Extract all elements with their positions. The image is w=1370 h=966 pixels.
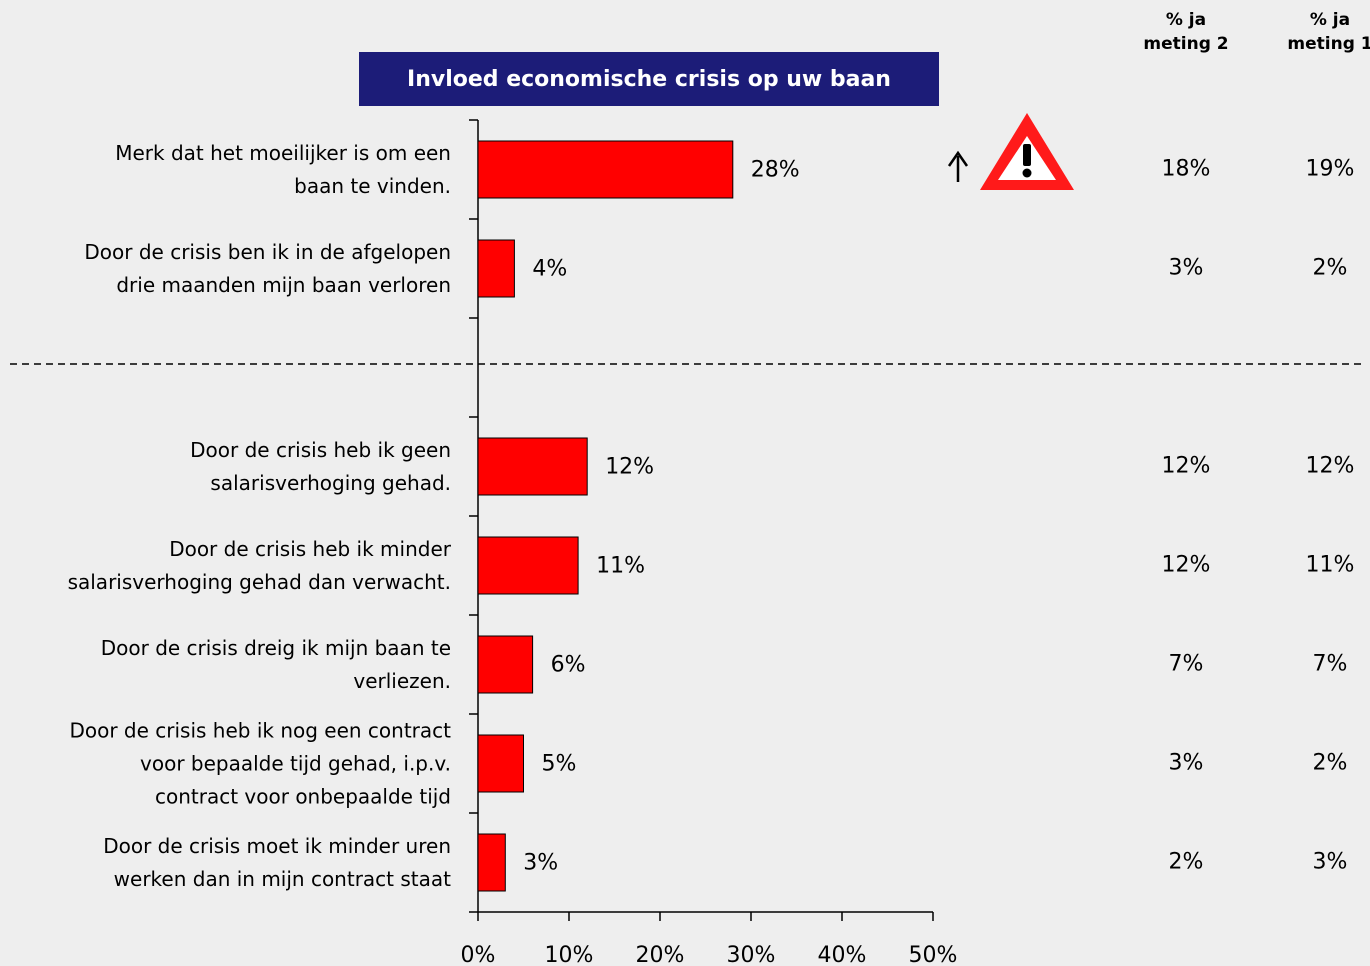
column-value: 2% — [1313, 751, 1348, 776]
warning-icon — [980, 113, 1074, 190]
bar — [477, 833, 506, 892]
bar — [477, 635, 534, 694]
value-label: 5% — [542, 752, 577, 777]
column-header: % ja meting 1 — [1287, 10, 1370, 54]
bar — [477, 536, 579, 595]
category-label: Door de crisis dreig ik mijn baan te ver… — [100, 635, 451, 693]
column-value: 11% — [1306, 553, 1355, 578]
category-label: Door de crisis moet ik minder uren werke… — [103, 833, 451, 891]
column-value: 7% — [1313, 652, 1348, 677]
column-value: 2% — [1169, 850, 1204, 875]
category-label: Door de crisis heb ik nog een contract v… — [69, 718, 451, 808]
category-label: Door de crisis ben ik in de afgelopen dr… — [84, 239, 451, 297]
x-tick-label: 30% — [727, 943, 776, 966]
column-value: 19% — [1306, 157, 1355, 182]
bar — [477, 239, 515, 298]
x-tick-label: 50% — [909, 943, 958, 966]
column-value: 18% — [1162, 157, 1211, 182]
x-tick-label: 40% — [818, 943, 867, 966]
column-value: 3% — [1169, 751, 1204, 776]
chart-title: Invloed economische crisis op uw baan — [407, 67, 891, 92]
column-value: 7% — [1169, 652, 1204, 677]
column-value: 12% — [1162, 553, 1211, 578]
bar — [477, 437, 588, 496]
value-label: 6% — [551, 653, 586, 678]
x-tick-label: 10% — [545, 943, 594, 966]
bar — [477, 734, 524, 793]
column-value: 2% — [1313, 256, 1348, 281]
column-value: 3% — [1313, 850, 1348, 875]
value-label: 11% — [596, 554, 645, 579]
x-tick-label: 20% — [636, 943, 685, 966]
category-label: Door de crisis heb ik minder salarisverh… — [67, 536, 451, 594]
x-tick-label: 0% — [461, 943, 496, 966]
value-label: 4% — [532, 257, 567, 282]
category-label: Door de crisis heb ik geen salarisverhog… — [190, 437, 451, 495]
title-box — [359, 52, 939, 106]
column-value: 12% — [1306, 454, 1355, 479]
value-label: 3% — [523, 851, 558, 876]
value-label: 12% — [605, 455, 654, 480]
up-arrow — [947, 150, 969, 182]
bar — [477, 140, 734, 199]
value-label: 28% — [751, 158, 800, 183]
column-header: % ja meting 2 — [1143, 10, 1229, 54]
column-value: 12% — [1162, 454, 1211, 479]
column-value: 3% — [1169, 256, 1204, 281]
category-label: Merk dat het moeilijker is om een baan t… — [115, 140, 451, 198]
